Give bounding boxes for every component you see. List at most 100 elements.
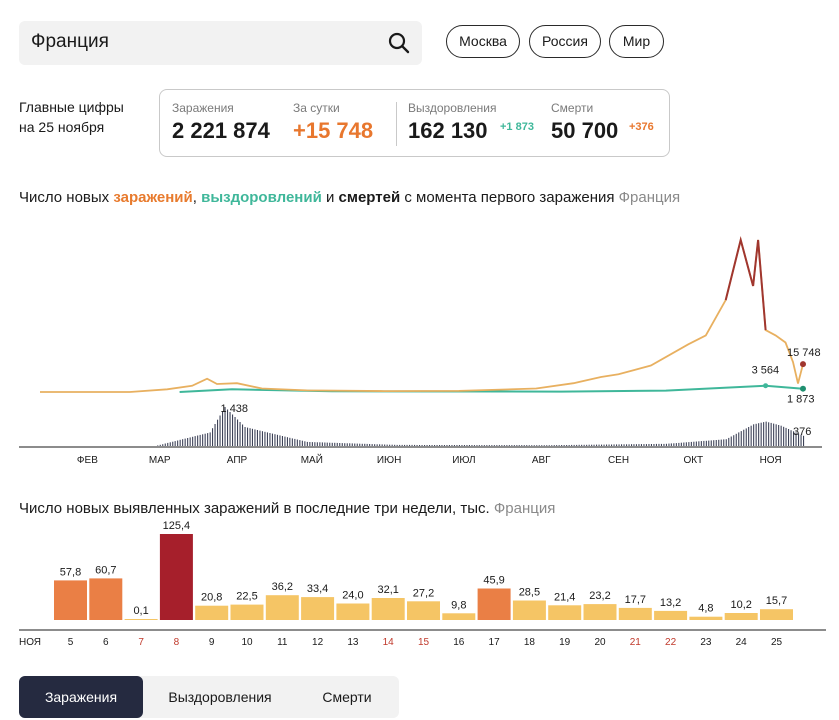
death-bar xyxy=(698,441,700,446)
death-bar xyxy=(284,436,286,446)
bar-category-label: 5 xyxy=(68,637,74,648)
bar[interactable] xyxy=(265,595,299,620)
death-bar xyxy=(648,444,650,446)
death-bar xyxy=(256,430,258,446)
bar[interactable] xyxy=(618,607,652,620)
death-bar xyxy=(491,445,493,446)
bar[interactable] xyxy=(336,603,370,621)
death-bar xyxy=(336,442,338,446)
stat-infections-label: Заражения xyxy=(172,101,234,115)
tab-deaths[interactable]: Смерти xyxy=(322,689,372,705)
bar[interactable] xyxy=(654,610,688,620)
death-bar xyxy=(745,428,747,446)
bar[interactable] xyxy=(54,580,87,620)
bar-category-label: 17 xyxy=(489,637,501,648)
bar[interactable] xyxy=(159,534,193,620)
bar[interactable] xyxy=(760,609,793,620)
bar-category-label: 16 xyxy=(453,637,465,648)
bar[interactable] xyxy=(89,578,123,620)
death-bar xyxy=(436,445,438,446)
death-bar xyxy=(192,436,194,446)
month-label: АПР xyxy=(227,455,248,466)
death-bar xyxy=(431,445,433,446)
bar-category-label: 9 xyxy=(209,637,215,648)
death-bar xyxy=(763,422,765,446)
search-icon[interactable] xyxy=(387,31,411,55)
death-bar xyxy=(551,445,553,446)
bar-category-label: 19 xyxy=(559,637,571,648)
bar-category-label: 13 xyxy=(347,637,359,648)
death-bar xyxy=(229,412,231,446)
death-bar xyxy=(271,433,273,446)
stat-per-day-label: За сутки xyxy=(293,101,340,115)
death-bar xyxy=(384,444,386,446)
bar[interactable] xyxy=(724,613,758,620)
region-button-russia[interactable]: Россия xyxy=(529,25,601,58)
tab-recovered[interactable]: Выздоровления xyxy=(168,689,272,705)
death-bar xyxy=(660,443,662,446)
death-bar xyxy=(314,442,316,446)
region-button-world[interactable]: Мир xyxy=(609,25,664,58)
bar-value-label: 57,8 xyxy=(60,566,81,578)
region-button-moscow[interactable]: Москва xyxy=(446,25,520,58)
death-bar xyxy=(598,444,600,446)
death-bar xyxy=(743,429,745,446)
bar[interactable] xyxy=(407,601,440,620)
bar[interactable] xyxy=(230,604,264,620)
death-bar xyxy=(511,445,513,446)
tab-infections[interactable]: Заражения xyxy=(19,676,143,718)
death-bar xyxy=(541,445,543,446)
bar[interactable] xyxy=(124,619,158,620)
bar[interactable] xyxy=(689,616,723,620)
death-bar xyxy=(588,444,590,446)
bar[interactable] xyxy=(442,613,476,620)
death-bar xyxy=(289,437,291,446)
search-box[interactable]: Франция xyxy=(19,21,422,65)
bar[interactable] xyxy=(548,605,582,620)
death-bar xyxy=(207,433,209,446)
death-bar xyxy=(760,422,762,446)
bar[interactable] xyxy=(301,597,335,620)
bar[interactable] xyxy=(371,598,405,620)
death-bar xyxy=(242,424,244,446)
death-bar xyxy=(406,444,408,446)
month-label: МАЙ xyxy=(301,453,323,466)
infections-peak-segment xyxy=(724,236,755,301)
infections-last-dot xyxy=(800,361,806,368)
death-bar xyxy=(653,444,655,446)
death-bar xyxy=(321,442,323,446)
month-label: ИЮЛ xyxy=(452,455,475,466)
death-bar xyxy=(389,444,391,446)
infections-peak-segment xyxy=(752,239,767,331)
bar-category-label: 14 xyxy=(383,637,395,648)
death-bar xyxy=(618,444,620,446)
bar[interactable] xyxy=(477,588,511,621)
death-bar xyxy=(461,445,463,446)
death-bar xyxy=(568,445,570,446)
bar[interactable] xyxy=(512,600,546,621)
death-bar xyxy=(498,445,500,446)
stat-infections-value: 2 221 874 xyxy=(172,118,270,143)
death-bar xyxy=(735,433,737,446)
death-bar xyxy=(723,439,725,446)
bar[interactable] xyxy=(583,604,617,620)
death-bar xyxy=(755,423,757,446)
death-bar xyxy=(516,445,518,446)
bar[interactable] xyxy=(195,605,229,620)
death-bar xyxy=(471,445,473,446)
death-bar xyxy=(157,445,159,446)
death-bar xyxy=(503,445,505,446)
death-bar xyxy=(740,431,742,446)
death-bar xyxy=(334,442,336,446)
death-bar xyxy=(182,439,184,446)
death-bar xyxy=(222,411,224,446)
death-bar xyxy=(309,442,311,446)
bar-category-label: 20 xyxy=(594,637,606,648)
death-bar xyxy=(536,445,538,446)
death-bar xyxy=(785,427,787,446)
death-bar xyxy=(174,441,176,446)
search-input[interactable]: Франция xyxy=(31,31,109,52)
death-bar xyxy=(673,443,675,446)
bar-value-label: 23,2 xyxy=(589,590,610,602)
death-bar xyxy=(324,442,326,446)
